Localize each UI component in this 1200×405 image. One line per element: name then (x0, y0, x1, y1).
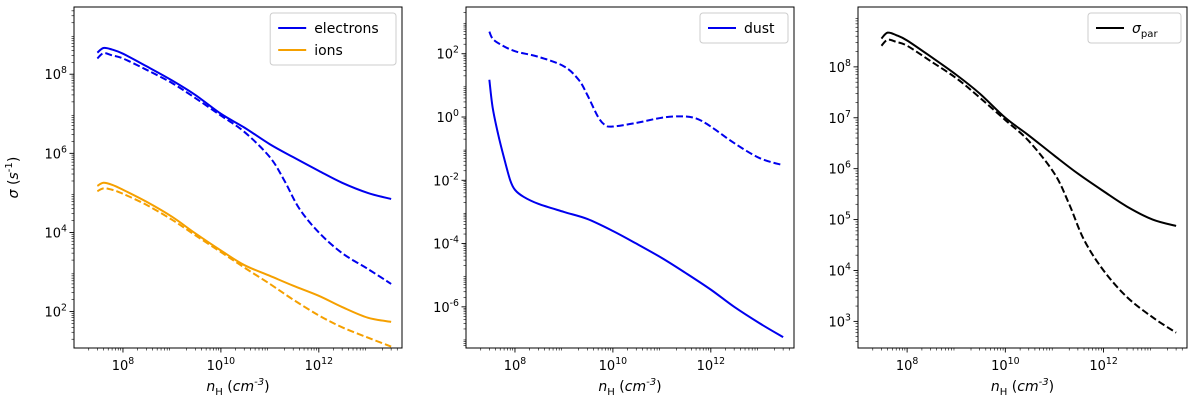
legend-label: electrons (314, 21, 378, 37)
series-line-ions-dashed (96, 187, 392, 348)
y-tick-label: 107​ (829, 109, 852, 127)
x-tick-label: 1010​ (599, 356, 627, 374)
y-tick-label: 105​ (829, 211, 852, 229)
x-axis-label: nH (cm-3) (598, 377, 661, 398)
series-line-electrons-dashed (96, 52, 392, 285)
x-tick-label: 1012​ (1089, 356, 1117, 374)
x-tick-label: 108​ (112, 356, 135, 374)
series-line-par-dashed (880, 38, 1177, 334)
legend-label: dust (744, 21, 775, 37)
x-axis-label: nH (cm-3) (206, 377, 269, 398)
legend: dust (699, 12, 789, 44)
series-line-dust-solid (488, 79, 784, 339)
plot-frame (857, 6, 1188, 349)
y-tick-label: 10-2​ (433, 171, 459, 189)
legend-label: ions (314, 43, 343, 59)
y-axis-label: σ (s-1) (4, 157, 22, 199)
x-tick-label: 1010​ (991, 356, 1019, 374)
y-tick-label: 108​ (829, 58, 852, 76)
x-tick-label: 1012​ (697, 356, 725, 374)
series-line-par-solid (880, 31, 1177, 227)
y-tick-label: 108​ (45, 65, 68, 83)
y-tick-label: 102​ (45, 303, 68, 321)
chart-panel-2: 108​ 1010​ 1012​ 10-6​ 10-4​ 10-2​ 100​ 102​ nH … (433, 6, 795, 398)
x-tick-label: 108​ (504, 356, 527, 374)
x-tick-label: 1012​ (305, 356, 333, 374)
legend-box (1087, 12, 1182, 44)
series-line-electrons-solid (96, 46, 392, 200)
chart-panel-3: 108​ 1010​ 1012​ 103​ 104​ 105​ 106​ 107​ 108​ nH… (829, 6, 1188, 398)
y-tick-label: 10-4​ (433, 235, 459, 253)
y-tick-label: 106​ (829, 160, 852, 178)
x-tick-label: 1010​ (207, 356, 235, 374)
legend-box (699, 12, 789, 44)
chart-panel-1: 108​ 1010​ 1012​ 102​ 104​ 106​ 108​ nH (cm-3) σ… (4, 6, 403, 398)
legend-label: σpar (1132, 21, 1158, 40)
x-axis-label: nH (cm-3) (991, 377, 1054, 398)
y-tick-label: 103​ (829, 312, 852, 330)
x-tick-label: 108​ (896, 356, 919, 374)
y-tick-label: 10-6​ (433, 298, 459, 316)
legend: electrons ions (269, 12, 397, 66)
legend-box (269, 12, 397, 66)
y-tick-label: 104​ (45, 223, 68, 241)
legend: σpar (1087, 12, 1182, 44)
plot-frame (465, 6, 795, 349)
y-tick-label: 104​ (829, 261, 852, 279)
series-line-ions-solid (96, 181, 392, 323)
series-line-dust-dashed (488, 31, 784, 167)
y-tick-label: 100​ (437, 108, 460, 126)
y-tick-label: 102​ (437, 45, 460, 63)
y-tick-label: 106​ (45, 144, 68, 162)
plot-frame (73, 6, 403, 349)
